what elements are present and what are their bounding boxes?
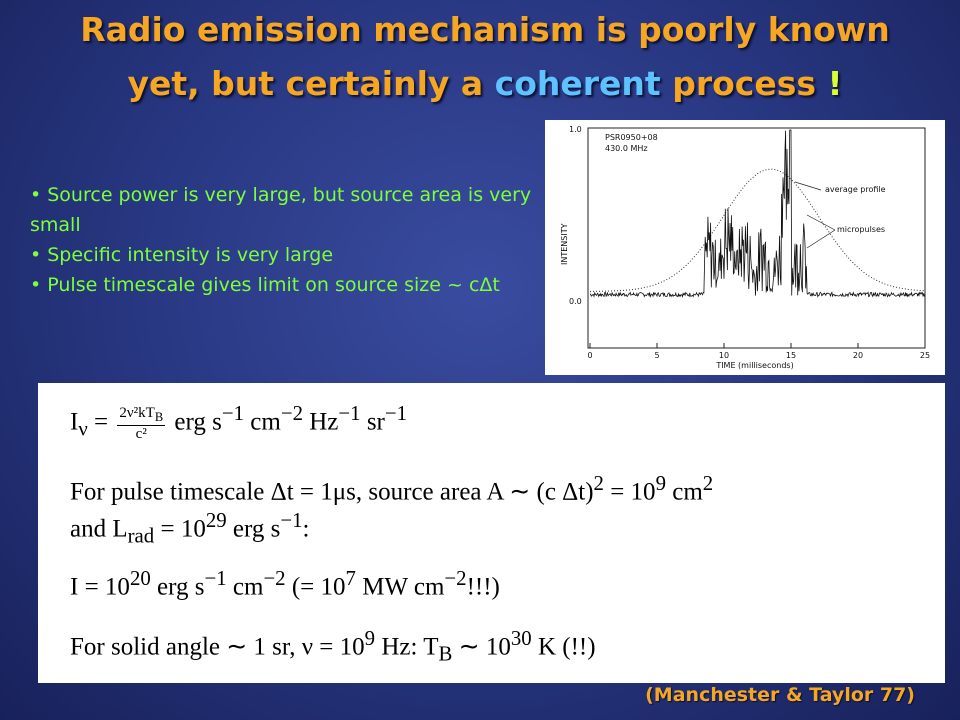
pulse-trace xyxy=(589,129,925,299)
eq-text: sr xyxy=(360,408,385,436)
equation-line: For solid angle ∼ 1 sr, ν = 109 Hz: TB ∼… xyxy=(70,626,596,666)
x-tick-label: 25 xyxy=(920,351,930,360)
eq-sup: −1 xyxy=(221,401,245,425)
eq-text: = 10 xyxy=(603,478,656,506)
eq-text: = xyxy=(87,408,115,436)
eq-sup: −1 xyxy=(280,508,303,532)
eq-text: K (!!) xyxy=(531,633,596,661)
x-tick-label: 5 xyxy=(654,351,659,360)
eq-text: cm xyxy=(665,478,703,506)
annotation-pointer xyxy=(806,214,836,231)
eq-text: Hz xyxy=(303,408,339,436)
x-tick-label: 0 xyxy=(587,351,592,360)
x-tick-label: 20 xyxy=(853,351,863,360)
eq-sup: −1 xyxy=(338,401,361,425)
plot-label: PSR0950+08 xyxy=(605,133,658,142)
eq-sub: rad xyxy=(127,523,155,548)
x-tick-label: 15 xyxy=(786,351,796,360)
eq-text: erg s xyxy=(150,573,205,601)
y-tick-label: 1.0 xyxy=(569,125,582,134)
equation-line: Iν = 2ν²kTB c² erg s−1 cm−2 Hz−1 sr−1 xyxy=(70,401,407,443)
eq-text: cm xyxy=(226,573,264,601)
eq-sup: 30 xyxy=(510,626,532,650)
eq-denominator: c² xyxy=(117,426,165,443)
eq-text: I = 10 xyxy=(70,573,130,601)
average-profile xyxy=(590,168,926,292)
eq-text: For solid angle ∼ 1 sr, ν = 10 xyxy=(70,633,365,661)
eq-text: For pulse timescale Δt = 1μs, source are… xyxy=(70,478,594,506)
pulse-plot: PSR0950+08 430.0 MHz average profile mic… xyxy=(560,125,930,370)
credit: (Manchester & Taylor 77) xyxy=(645,684,915,706)
eq-sup: 9 xyxy=(364,626,376,650)
y-tick-label: 0.0 xyxy=(569,297,582,306)
equation-line: For pulse timescale Δt = 1μs, source are… xyxy=(70,471,713,506)
eq-sup: 7 xyxy=(345,566,356,590)
title-text: process xyxy=(660,64,828,103)
eq-text: = 10 xyxy=(154,515,206,543)
eq-text: : xyxy=(302,515,310,543)
equation-line: I = 1020 erg s−1 cm−2 (= 107 MW cm−2!!!) xyxy=(70,566,500,601)
eq-numerator: 2ν²kTB xyxy=(117,404,166,426)
eq-sub: B xyxy=(438,641,453,666)
annotation-pointer xyxy=(806,229,836,249)
eq-sup: −2 xyxy=(444,566,467,590)
eq-text: cm xyxy=(244,408,281,436)
eq-sup: 9 xyxy=(655,471,666,495)
annotation-pointer xyxy=(794,181,822,191)
title-text: yet, but certainly a xyxy=(127,64,495,103)
eq-sup: −2 xyxy=(263,566,286,590)
x-axis-label: TIME (milliseconds) xyxy=(715,361,793,370)
eq-sup: −1 xyxy=(204,566,227,590)
eq-text: 2ν²kT xyxy=(119,404,155,421)
eq-text: Hz: T xyxy=(375,633,439,661)
eq-sup: 2 xyxy=(702,471,714,495)
plot-frame xyxy=(587,127,926,349)
eq-text: and L xyxy=(70,515,128,543)
eq-text: ∼ 10 xyxy=(452,633,511,661)
bullet: • Pulse timescale gives limit on source … xyxy=(30,274,500,296)
eq-sub: B xyxy=(154,409,164,424)
eq-text: (= 10 xyxy=(285,573,346,601)
eq-text: MW cm xyxy=(355,573,445,601)
bullet: • Source power is very large, but source… xyxy=(30,184,532,236)
equation-box: Iν = 2ν²kTB c² erg s−1 cm−2 Hz−1 sr−1 For … xyxy=(38,383,945,683)
eq-text: erg s xyxy=(226,515,281,543)
eq-sup: 2 xyxy=(593,471,604,495)
figure: PSR0950+08 430.0 MHz average profile mic… xyxy=(545,120,945,375)
eq-sup: 20 xyxy=(129,566,151,590)
title-text: Radio emission mechanism is poorly known xyxy=(80,10,890,49)
title-exclamation: ! xyxy=(827,64,843,103)
eq-text: !!!) xyxy=(466,573,500,601)
plot-label: 430.0 MHz xyxy=(605,144,648,153)
equation-line: and Lrad = 1029 erg s−1: xyxy=(70,508,310,548)
eq-sup: 29 xyxy=(205,508,227,532)
eq-sup: −2 xyxy=(280,401,303,425)
eq-text: c² xyxy=(135,425,147,442)
eq-sub: ν xyxy=(78,416,88,441)
eq-sup: −1 xyxy=(384,401,408,425)
bullet: • Specific intensity is very large xyxy=(30,244,334,266)
eq-text: I xyxy=(70,408,79,436)
title-line: yet, but certainly a coherent process ! xyxy=(0,64,960,103)
title-line: Radio emission mechanism is poorly known xyxy=(0,10,960,49)
bullet-list: • Source power is very large, but source… xyxy=(30,180,540,300)
title-highlight: coherent xyxy=(494,64,661,103)
eq-text: erg s xyxy=(168,408,222,436)
y-axis-label: INTENSITY xyxy=(560,223,569,265)
x-tick-label: 10 xyxy=(719,351,729,360)
plot-annotation: average profile xyxy=(825,185,886,194)
plot-annotation: micropulses xyxy=(837,225,885,234)
eq-fraction: 2ν²kTB c² xyxy=(117,404,166,443)
